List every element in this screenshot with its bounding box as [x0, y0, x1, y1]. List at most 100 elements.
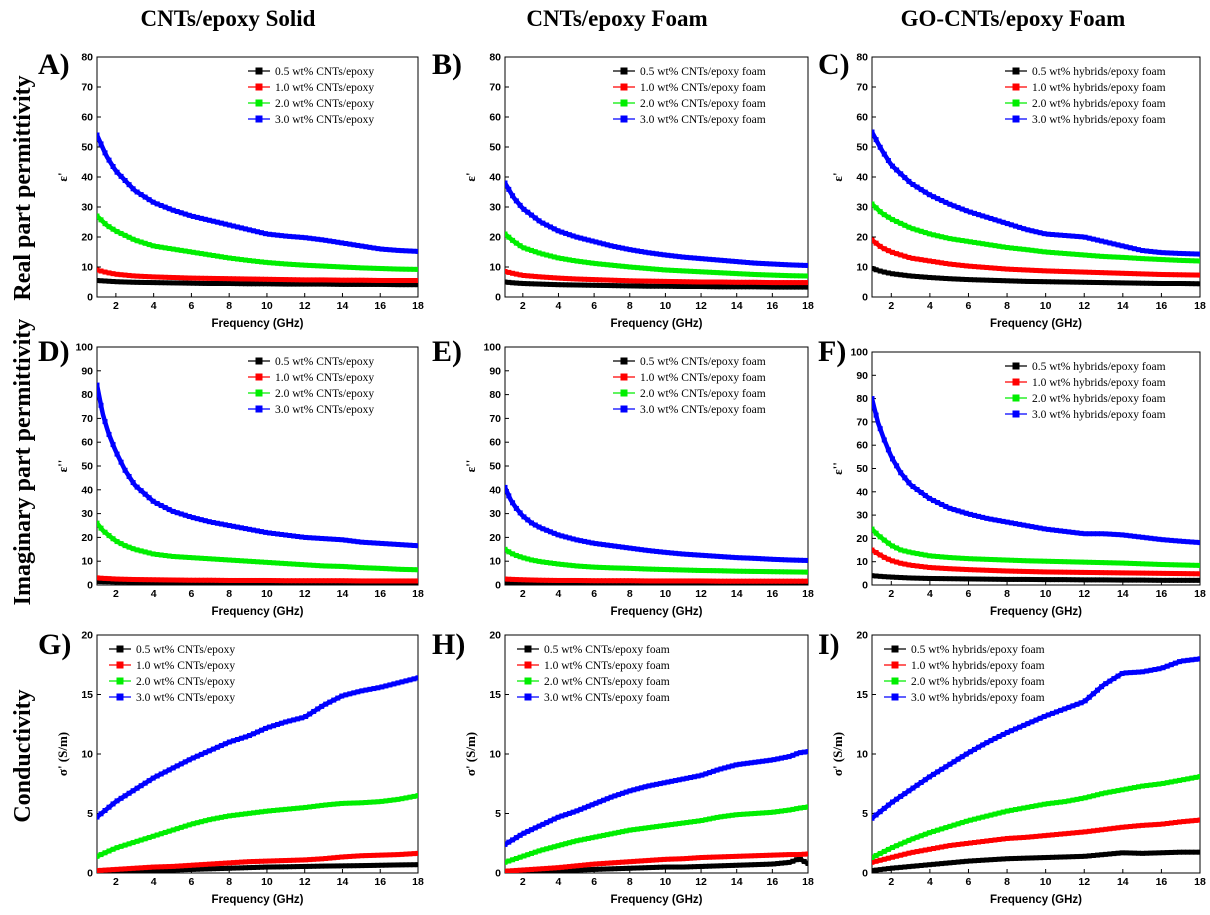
data-point — [877, 573, 883, 579]
data-point — [315, 535, 321, 541]
data-point — [403, 578, 409, 584]
data-point — [222, 865, 228, 871]
data-point — [951, 859, 957, 865]
data-point — [914, 834, 920, 840]
data-point — [801, 557, 807, 563]
data-point — [1078, 829, 1084, 835]
data-point — [642, 278, 648, 284]
data-point — [881, 151, 887, 157]
data-point — [1160, 570, 1166, 576]
data-point — [635, 248, 641, 254]
data-point — [1123, 577, 1129, 583]
data-point — [910, 550, 916, 556]
data-point — [1099, 280, 1105, 286]
data-point — [1136, 255, 1141, 261]
data-point — [669, 864, 675, 870]
x-tick-label: 6 — [188, 300, 194, 312]
data-point — [1144, 570, 1150, 576]
data-point — [918, 187, 924, 193]
data-point — [894, 271, 900, 277]
data-point — [230, 281, 236, 287]
data-point — [688, 855, 694, 861]
data-point — [1066, 559, 1072, 565]
data-point — [873, 240, 879, 246]
data-point — [291, 234, 297, 240]
data-point — [650, 548, 656, 554]
data-point — [1189, 258, 1195, 264]
y-tick-label: 50 — [856, 142, 868, 154]
data-point — [166, 274, 172, 280]
data-point — [122, 866, 128, 872]
data-point — [589, 861, 595, 867]
data-point — [1156, 850, 1162, 856]
data-point — [210, 746, 216, 752]
data-point — [885, 214, 891, 220]
data-point — [1025, 247, 1031, 253]
data-point — [1156, 256, 1162, 262]
data-point — [387, 247, 393, 253]
data-point — [299, 277, 305, 283]
legend-label: 1.0 wt% hybrids/epoxy foam — [1032, 82, 1166, 94]
legend-label: 3.0 wt% CNTs/epoxy — [136, 692, 235, 704]
data-point — [710, 863, 716, 869]
data-point — [951, 203, 957, 209]
data-point — [544, 222, 550, 228]
data-point — [914, 782, 920, 788]
data-point — [295, 234, 301, 240]
data-point — [1168, 577, 1174, 583]
data-point — [355, 689, 361, 695]
data-point — [947, 236, 953, 242]
data-point — [1013, 245, 1018, 251]
data-point — [182, 823, 188, 829]
data-point — [1164, 570, 1170, 576]
data-point — [914, 849, 920, 855]
data-point — [1172, 778, 1178, 784]
data-point — [741, 578, 747, 584]
data-point — [877, 552, 883, 558]
data-point — [578, 259, 584, 265]
data-point — [1013, 521, 1018, 527]
data-point — [198, 819, 204, 825]
data-point — [786, 273, 792, 279]
data-point — [291, 857, 297, 863]
data-point — [399, 862, 405, 868]
data-point — [980, 838, 986, 844]
data-point — [230, 557, 236, 563]
data-point — [532, 522, 538, 528]
data-point — [158, 867, 164, 873]
data-point — [967, 858, 973, 864]
data-point — [150, 551, 156, 557]
data-point — [623, 578, 629, 584]
data-point — [182, 577, 188, 583]
data-point — [255, 729, 260, 735]
data-point — [299, 262, 305, 268]
data-point — [707, 553, 713, 559]
data-point — [585, 578, 591, 584]
data-point — [138, 192, 144, 198]
data-point — [255, 809, 260, 815]
data-point — [752, 810, 758, 816]
data-point — [967, 576, 973, 582]
data-point — [214, 281, 220, 286]
data-point — [190, 577, 196, 583]
data-point — [699, 256, 705, 262]
data-point — [988, 215, 994, 221]
data-point — [1029, 524, 1035, 530]
data-point — [1193, 539, 1199, 545]
data-point — [1123, 670, 1129, 676]
data-point — [1115, 270, 1121, 276]
data-point — [146, 242, 152, 248]
data-point — [319, 863, 325, 869]
data-point — [230, 276, 236, 282]
data-point — [890, 271, 895, 277]
data-point — [1107, 577, 1113, 583]
data-point — [154, 552, 160, 558]
data-point — [1148, 535, 1154, 541]
data-point — [242, 276, 248, 282]
data-point — [1152, 570, 1158, 576]
data-point — [805, 860, 808, 866]
data-point — [391, 541, 397, 547]
data-point — [166, 767, 172, 773]
data-point — [1054, 569, 1059, 575]
data-point — [661, 283, 667, 289]
